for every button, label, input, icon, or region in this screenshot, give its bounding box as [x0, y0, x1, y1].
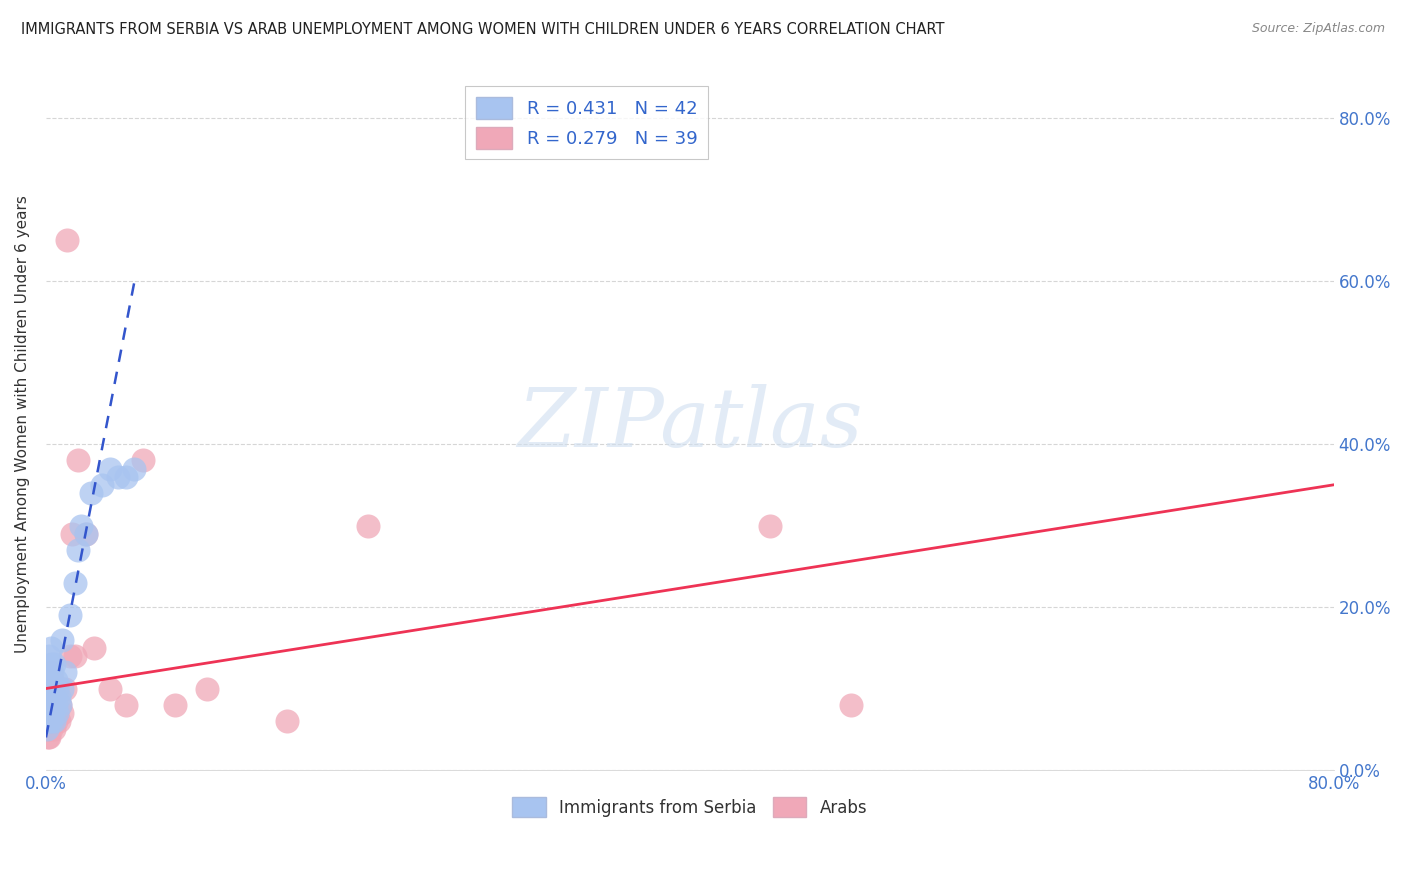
Point — [115, 469, 138, 483]
Point — [124, 461, 146, 475]
Point — [60, 526, 83, 541]
Legend: Immigrants from Serbia, Arabs: Immigrants from Serbia, Arabs — [506, 790, 875, 824]
Point — [67, 453, 90, 467]
Point — [42, 714, 65, 728]
Point — [37, 698, 59, 712]
Point — [107, 469, 129, 483]
Point — [38, 648, 60, 663]
Point — [46, 681, 69, 696]
Point — [42, 698, 65, 712]
Point — [37, 665, 59, 680]
Point — [41, 673, 63, 688]
Point — [63, 648, 86, 663]
Point — [53, 665, 76, 680]
Point — [45, 714, 67, 728]
Point — [67, 543, 90, 558]
Point — [56, 234, 79, 248]
Point — [38, 706, 60, 720]
Point — [46, 706, 69, 720]
Point — [115, 698, 138, 712]
Point — [41, 714, 63, 728]
Point — [759, 518, 782, 533]
Point — [42, 690, 65, 704]
Point — [98, 681, 121, 696]
Point — [357, 518, 380, 533]
Point — [39, 690, 62, 704]
Point — [51, 681, 73, 696]
Point — [83, 640, 105, 655]
Point — [163, 698, 186, 712]
Point — [51, 706, 73, 720]
Point — [39, 706, 62, 720]
Point — [45, 690, 67, 704]
Point — [38, 673, 60, 688]
Point — [37, 706, 59, 720]
Point — [41, 698, 63, 712]
Point — [42, 657, 65, 671]
Point — [46, 706, 69, 720]
Point — [35, 723, 58, 737]
Point — [131, 453, 153, 467]
Point — [41, 706, 63, 720]
Point — [70, 518, 93, 533]
Y-axis label: Unemployment Among Women with Children Under 6 years: Unemployment Among Women with Children U… — [15, 194, 30, 653]
Point — [91, 478, 114, 492]
Point — [98, 461, 121, 475]
Point — [45, 698, 67, 712]
Point — [38, 731, 60, 745]
Point — [839, 698, 862, 712]
Point — [48, 690, 70, 704]
Point — [59, 648, 82, 663]
Point — [41, 665, 63, 680]
Point — [39, 698, 62, 712]
Point — [39, 723, 62, 737]
Point — [37, 714, 59, 728]
Point — [195, 681, 218, 696]
Point — [39, 665, 62, 680]
Point — [37, 681, 59, 696]
Point — [39, 657, 62, 671]
Point — [53, 681, 76, 696]
Point — [59, 608, 82, 623]
Point — [48, 714, 70, 728]
Point — [35, 723, 58, 737]
Point — [75, 526, 97, 541]
Point — [276, 714, 298, 728]
Text: IMMIGRANTS FROM SERBIA VS ARAB UNEMPLOYMENT AMONG WOMEN WITH CHILDREN UNDER 6 YE: IMMIGRANTS FROM SERBIA VS ARAB UNEMPLOYM… — [21, 22, 945, 37]
Point — [37, 714, 59, 728]
Point — [49, 698, 72, 712]
Point — [39, 681, 62, 696]
Point — [80, 486, 103, 500]
Text: ZIPatlas: ZIPatlas — [517, 384, 862, 464]
Point — [37, 723, 59, 737]
Point — [75, 526, 97, 541]
Point — [51, 632, 73, 647]
Point — [49, 698, 72, 712]
Point — [39, 706, 62, 720]
Point — [41, 690, 63, 704]
Point — [38, 714, 60, 728]
Point — [63, 575, 86, 590]
Point — [39, 714, 62, 728]
Point — [39, 640, 62, 655]
Point — [45, 673, 67, 688]
Point — [38, 698, 60, 712]
Point — [38, 681, 60, 696]
Point — [37, 731, 59, 745]
Text: Source: ZipAtlas.com: Source: ZipAtlas.com — [1251, 22, 1385, 36]
Point — [42, 723, 65, 737]
